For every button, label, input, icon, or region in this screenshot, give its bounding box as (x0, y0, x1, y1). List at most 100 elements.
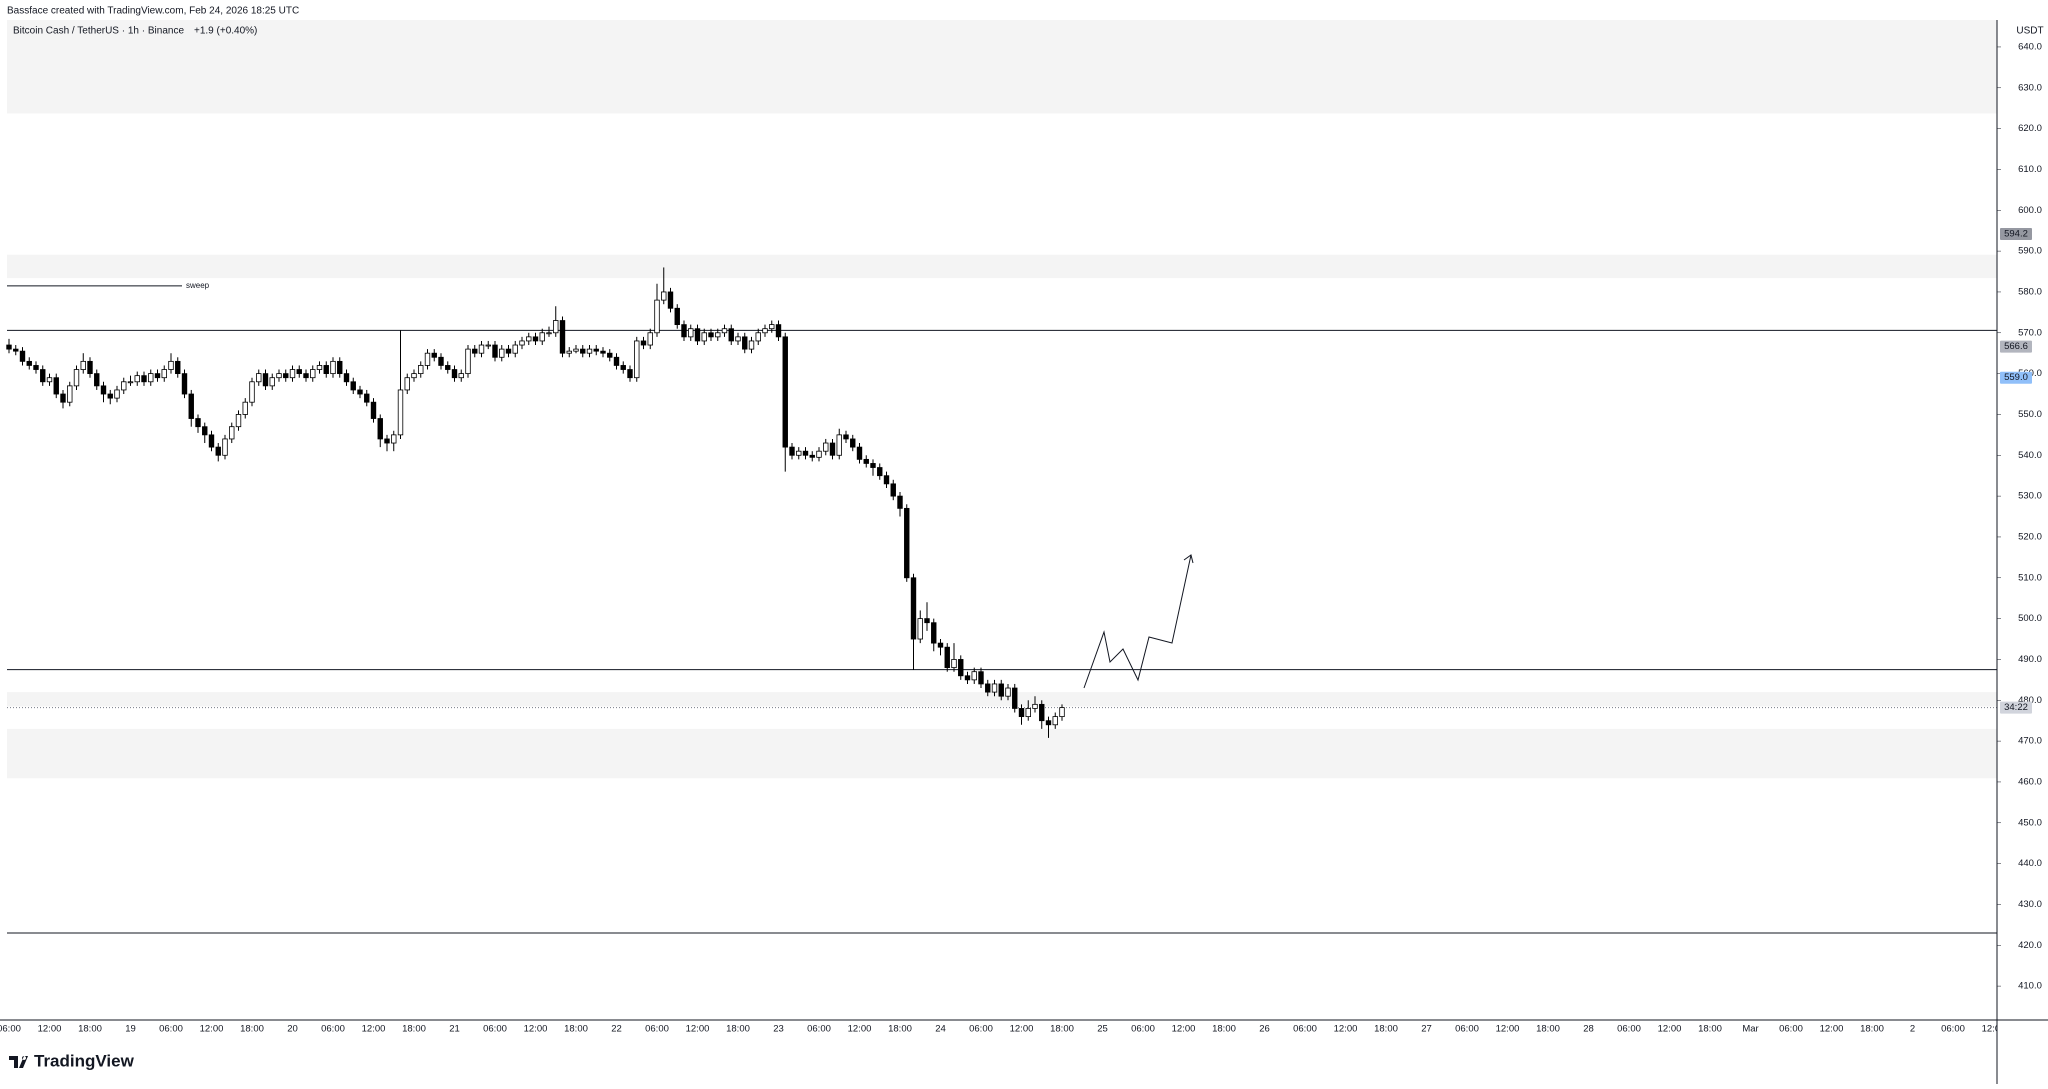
x-tick-label: 06:00 (1455, 1024, 1479, 1035)
candle-body (202, 426, 208, 436)
zone (7, 728, 1997, 779)
candle-body (607, 352, 613, 358)
candle-body (883, 475, 890, 485)
candle-body (296, 369, 302, 375)
candle-body (512, 344, 518, 354)
candle-body (485, 344, 491, 347)
candle-body (505, 348, 512, 354)
candle-body (910, 577, 917, 640)
candle-body (1032, 703, 1038, 709)
candle-body (330, 360, 336, 375)
candle-body (836, 434, 842, 456)
candle-body (634, 340, 640, 379)
zone (7, 20, 1997, 114)
candle-body (553, 320, 559, 334)
logo (9, 1056, 28, 1068)
candle-body (40, 369, 46, 383)
candle-body (620, 365, 626, 370)
candle-body (397, 389, 404, 436)
x-tick-label: 22 (611, 1024, 622, 1035)
candle-body (688, 328, 694, 338)
y-tick-label: 520.0 (2018, 531, 2042, 542)
candle-body (364, 393, 370, 403)
candle-body (715, 332, 721, 338)
y-tick-label: 620.0 (2018, 123, 2042, 134)
y-tick-label: 490.0 (2018, 654, 2042, 665)
candle-body (451, 369, 458, 379)
y-tick-label: 420.0 (2018, 940, 2042, 951)
candle-body (654, 299, 660, 334)
candle-body (937, 642, 944, 648)
x-tick-label: 12:00 (524, 1024, 548, 1035)
candle-body (647, 332, 653, 346)
candle-body (809, 454, 815, 458)
x-tick-label: 12:00 (1010, 1024, 1034, 1035)
x-tick-label: 06:00 (0, 1024, 21, 1035)
y-tick-label: 600.0 (2018, 205, 2042, 216)
candle-body (681, 324, 687, 338)
candle-body (762, 328, 768, 334)
candle-body (249, 381, 255, 403)
y-tick-label: 570.0 (2018, 327, 2042, 338)
credit: Bassface created with TradingView.com, F… (7, 6, 299, 17)
candle-body (384, 438, 390, 444)
candle-body (944, 646, 950, 669)
x-tick-label: 21 (449, 1024, 460, 1035)
brand: TradingView (34, 1051, 135, 1070)
candle-body (438, 356, 444, 366)
candle-body (877, 467, 883, 477)
countdown-box (2000, 701, 2032, 714)
y-tick-label: 470.0 (2018, 736, 2042, 747)
x-tick-label: 06:00 (159, 1024, 183, 1035)
candle-body (418, 365, 424, 375)
candle-body (127, 381, 134, 384)
x-tick-label: 18:00 (1698, 1024, 1722, 1035)
candle-body (357, 389, 363, 395)
y-tick-label: 500.0 (2018, 613, 2042, 624)
candle-body (951, 659, 957, 669)
x-tick-label: 06:00 (807, 1024, 831, 1035)
candle-body (53, 377, 59, 395)
x-tick-label: 20 (287, 1024, 298, 1035)
candle-body (573, 348, 579, 352)
candle-body (526, 336, 532, 342)
candle-body (195, 418, 201, 428)
candle-body (87, 360, 93, 375)
x-tick-label: 18:00 (1212, 1024, 1236, 1035)
candle-body (850, 438, 856, 448)
y-tick-label: 510.0 (2018, 572, 2042, 583)
candle-body (532, 336, 539, 342)
candle-body (46, 377, 53, 383)
candle-body (964, 675, 971, 681)
x-tick-label: 28 (1583, 1024, 1594, 1035)
currency: USDT (2016, 26, 2043, 37)
x-tick-label: 06:00 (321, 1024, 345, 1035)
x-tick-label: Mar (1742, 1024, 1758, 1035)
candle-body (1025, 708, 1031, 718)
change: +1.9 (+0.40%) (194, 26, 257, 37)
x-tick-label: 06:00 (1617, 1024, 1641, 1035)
x-tick-label: 18:00 (402, 1024, 426, 1035)
x-tick-label: 12:00 (38, 1024, 62, 1035)
candle-body (863, 458, 869, 464)
candle-body (235, 414, 242, 428)
candle-body (742, 336, 748, 350)
candle-body (134, 375, 140, 383)
x-tick-label: 18:00 (888, 1024, 912, 1035)
candle-body (377, 418, 383, 440)
candle-body (316, 365, 323, 370)
candle-body (661, 291, 667, 301)
candle-body (546, 332, 552, 335)
price-marker-label: 594.2 (2004, 228, 2028, 239)
candle-body (303, 373, 309, 379)
candle-body (256, 373, 262, 383)
candle-body (343, 373, 350, 383)
candle-body (708, 332, 714, 338)
candle-body (242, 401, 248, 415)
candle-body (465, 348, 471, 375)
candle-body (931, 622, 937, 644)
candle-body (391, 434, 397, 444)
candle-body (148, 373, 154, 383)
candle-body (472, 348, 478, 354)
candle-body (229, 426, 235, 440)
